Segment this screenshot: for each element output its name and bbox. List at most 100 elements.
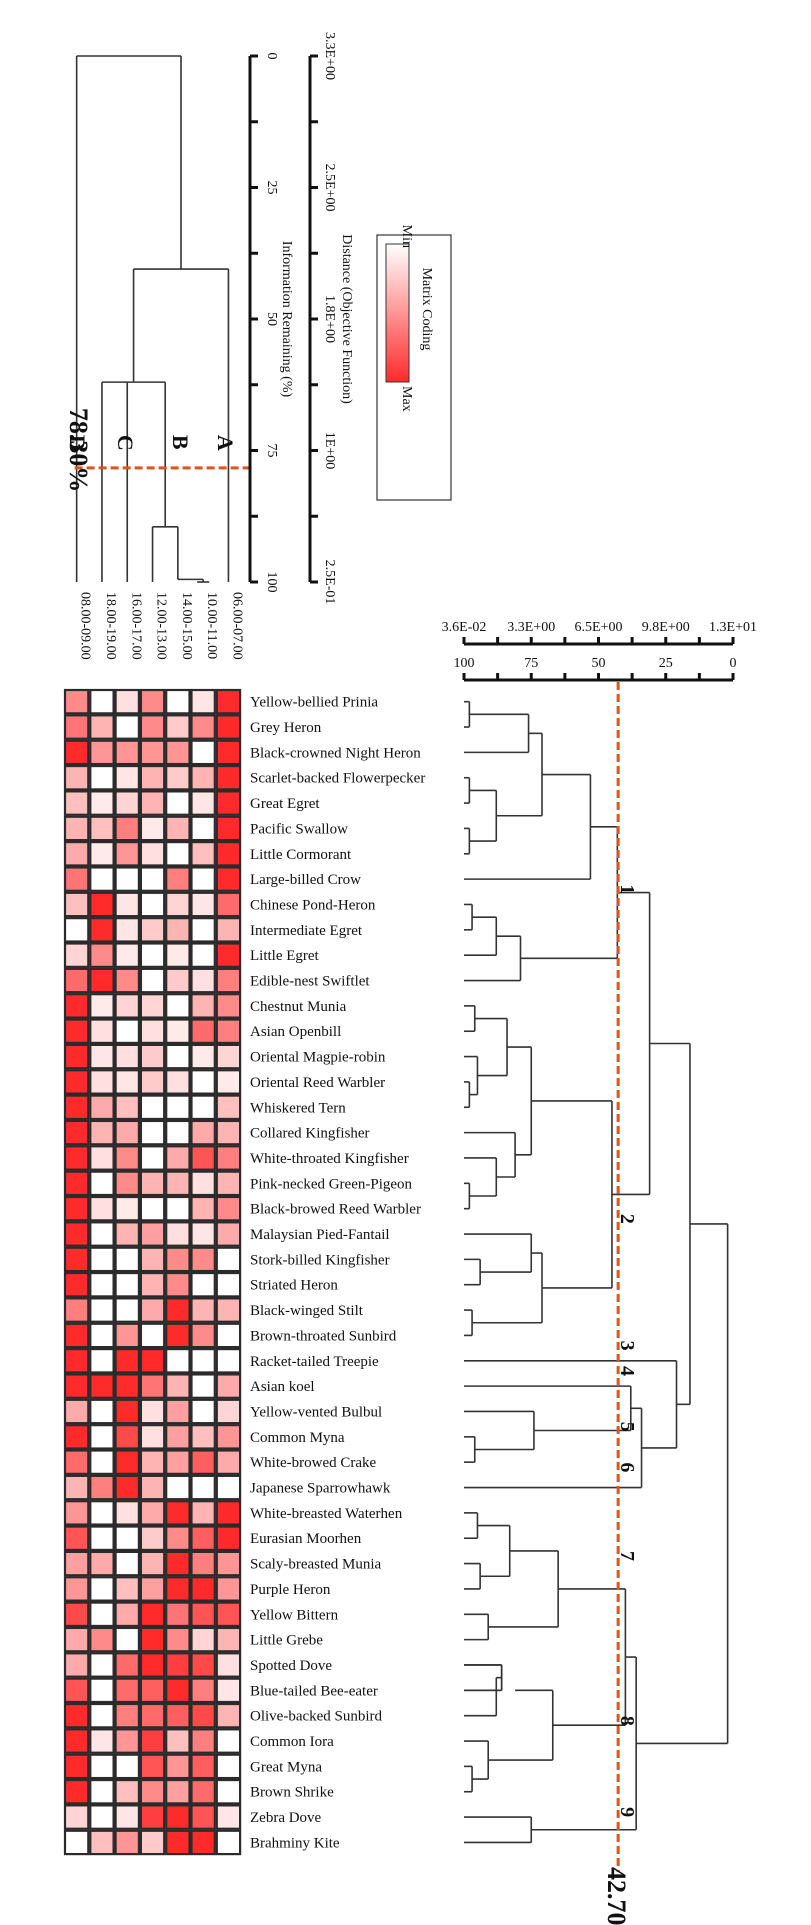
heatmap-cell	[139, 1424, 166, 1450]
heatmap-cell	[215, 967, 242, 994]
heatmap-cell	[114, 1398, 140, 1425]
heatmap-cell	[215, 1500, 242, 1526]
heatmap-cell	[89, 967, 115, 994]
heatmap-cell	[215, 714, 242, 740]
row-label: Black-crowned Night Heron	[250, 745, 421, 761]
heatmap-cell	[215, 993, 242, 1019]
heatmap-cell	[114, 993, 140, 1019]
heatmap-cell	[114, 917, 140, 943]
heatmap-cell	[114, 1728, 140, 1754]
heatmap-cell	[190, 1677, 216, 1704]
heatmap-cell	[165, 815, 191, 842]
heatmap-cell	[165, 1221, 191, 1247]
column-group-label: D	[65, 435, 90, 451]
row-label: Purple Heron	[250, 1582, 331, 1598]
row-label: Common Iora	[250, 1734, 334, 1750]
heatmap-cell	[139, 1322, 166, 1349]
column-label: 18.00-19.00	[103, 592, 118, 660]
heatmap-cell	[89, 1576, 115, 1602]
heatmap-cell	[63, 1246, 90, 1273]
heatmap-cell	[165, 1373, 191, 1399]
heatmap-cell	[139, 1626, 166, 1653]
heatmap-cell	[165, 840, 191, 867]
heatmap-cell	[89, 1525, 115, 1552]
heatmap-cell	[63, 1474, 90, 1501]
heatmap-cell	[114, 1550, 140, 1577]
heatmap-cell	[139, 1398, 166, 1425]
heatmap-cell	[89, 1550, 115, 1577]
heatmap-cell	[190, 1043, 216, 1070]
heatmap-cell	[114, 1043, 140, 1070]
heatmap-cell	[165, 1246, 191, 1273]
heatmap-cell	[215, 1449, 242, 1475]
heatmap-cell	[89, 714, 115, 740]
heatmap-cell	[165, 1576, 191, 1602]
heatmap-cell	[139, 1297, 166, 1323]
heatmap-cell	[63, 1094, 90, 1121]
heatmap-cell	[89, 1804, 115, 1830]
heatmap-cell	[63, 739, 90, 766]
heatmap-cell	[165, 917, 191, 943]
heatmap-cell	[139, 1195, 166, 1222]
distance-tick-label: 2.5E+00	[322, 164, 337, 212]
heatmap-cell	[190, 1702, 216, 1729]
heatmap-cell	[215, 1347, 242, 1374]
heatmap-cell	[63, 1753, 90, 1780]
heatmap-cell	[165, 790, 191, 816]
heatmap-cell	[190, 1347, 216, 1374]
row-dendrogram-axes: 3.6E-02 3.3E+00 6.5E+00 9.8E+00 1.3E+01 100 75…	[442, 620, 757, 682]
heatmap-cell	[190, 1728, 216, 1754]
row-distance-tick-label: 1.3E+01	[709, 620, 757, 635]
row-label: Edible-nest Swiftlet	[250, 974, 370, 990]
heatmap-cell	[190, 1145, 216, 1171]
row-group-label: 6	[616, 1462, 638, 1472]
row-distance-tick-label: 9.8E+00	[642, 620, 690, 635]
heatmap-cell	[89, 1829, 115, 1856]
heatmap-cell	[63, 764, 90, 791]
heatmap-cell	[165, 1778, 191, 1805]
heatmap-cell	[190, 840, 216, 867]
row-label: Little Grebe	[250, 1633, 323, 1649]
heatmap-cell	[190, 1576, 216, 1602]
heatmap-cell	[63, 1018, 90, 1044]
row-label: Oriental Reed Warbler	[250, 1075, 385, 1091]
row-label: Whiskered Tern	[250, 1100, 346, 1116]
column-group-label: C	[113, 435, 138, 451]
row-label: Yellow-vented Bulbul	[250, 1404, 382, 1420]
heatmap-cell	[114, 1829, 140, 1856]
heatmap-cell	[63, 1829, 90, 1856]
heatmap-cell	[114, 1500, 140, 1526]
heatmap-cell	[139, 1347, 166, 1374]
heatmap-cell	[63, 1550, 90, 1577]
heatmap-cell	[63, 1424, 90, 1450]
heatmap-cell	[89, 1195, 115, 1222]
heatmap-cell	[63, 1322, 90, 1349]
row-label: Intermediate Egret	[250, 923, 363, 939]
row-label: Oriental Magpie-robin	[250, 1050, 386, 1066]
heatmap-cell	[63, 866, 90, 892]
heatmap-cell	[139, 1728, 166, 1754]
heatmap-cell	[190, 1829, 216, 1856]
heatmap-cell	[114, 1069, 140, 1095]
column-cut-label: 78.30%	[64, 408, 93, 493]
heatmap-cell	[139, 815, 166, 842]
heatmap-cell	[89, 1297, 115, 1323]
heatmap-cell	[190, 1119, 216, 1146]
heatmap-cell	[165, 866, 191, 892]
heatmap-cell	[89, 917, 115, 943]
heatmap-cell	[63, 1398, 90, 1425]
heatmap-cell	[215, 815, 242, 842]
row-label: Brown-throated Sunbird	[250, 1328, 397, 1344]
heatmap-cell	[114, 688, 140, 715]
row-info-tick-label: 0	[730, 656, 737, 671]
row-label: Little Cormorant	[250, 847, 352, 863]
heatmap-cell	[215, 1297, 242, 1323]
heatmap-cell	[114, 1094, 140, 1121]
row-label: Malaysian Pied-Fantail	[250, 1227, 390, 1243]
heatmap-cell	[139, 1677, 166, 1704]
heatmap-cell	[89, 1449, 115, 1475]
heatmap-cell	[190, 1373, 216, 1399]
heatmap-cell	[114, 1601, 140, 1628]
heatmap-cell	[139, 1271, 166, 1298]
heatmap-cell	[139, 714, 166, 740]
